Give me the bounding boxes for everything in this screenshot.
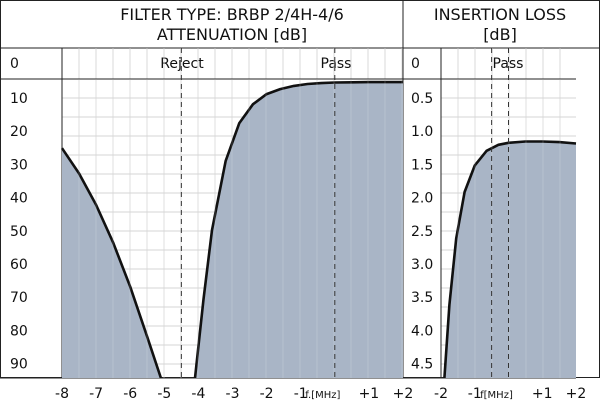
x-tick-label: -7 [89,386,103,402]
x-tick-label: -4 [191,386,205,402]
response-area-1 [195,82,403,378]
insertion-loss-title: INSERTION LOSS [434,5,566,24]
x-tick-label: +2 [393,386,414,402]
y-tick-label: 0 [10,56,19,72]
y-tick-label: 3.0 [411,257,433,273]
insertion-loss-subtitle: [dB] [483,25,517,44]
x-axis-unit-label: f.[MHz] [305,390,340,401]
x-tick-label: -2 [260,386,274,402]
x-tick-label: +1 [359,386,380,402]
attenuation-subtitle: ATTENUATION [dB] [157,25,307,44]
y-tick-label: 0 [411,56,420,72]
x-tick-label: -1 [468,386,482,402]
y-tick-label: 4.5 [411,357,433,373]
y-tick-label: 2.0 [411,191,433,207]
pass-zone-label-left: Pass [321,56,352,72]
y-tick-label: 3.5 [411,290,433,306]
response-curve-1 [193,80,403,379]
y-tick-label: 50 [10,224,28,240]
x-tick-label: -6 [123,386,137,402]
y-tick-label: 4.0 [411,323,433,339]
reject-zone-label: Reject [160,56,204,72]
y-tick-label: 1.5 [411,157,433,173]
y-tick-label: 30 [10,157,28,173]
y-tick-label: 2.5 [411,224,433,240]
y-tick-label: 1.0 [411,124,433,140]
response-area-0 [444,141,576,378]
response-curve-0 [60,147,163,379]
insertion-loss-plot: 0 0.5 1.0 1.5 2.0 2.5 3.0 3.5 4.0 4.5-2 -1f[MHz] +1… [403,48,587,402]
y-tick-label: 90 [10,357,28,373]
x-tick-label: -2 [434,386,448,402]
pass-zone-label-right: Pass [493,56,524,72]
response-area-0 [62,148,161,378]
x-tick-label: -5 [157,386,171,402]
attenuation-plot: 0 10 20 30 40 50 60 70 80 90 -8 -7 -6 -5 -4 -3 -2 -1f.[MH… [0,48,414,402]
response-curve-0 [443,140,577,379]
x-tick-label: -8 [55,386,69,402]
y-tick-label: 80 [10,323,28,339]
y-tick-label: 70 [10,290,28,306]
y-tick-label: 60 [10,257,28,273]
x-tick-label: -3 [226,386,240,402]
y-tick-label: 0.5 [411,91,433,107]
y-tick-label: 40 [10,191,28,207]
x-tick-label: -1 [294,386,308,402]
y-tick-label: 20 [10,124,28,140]
y-tick-label: 10 [10,91,28,107]
x-axis-unit-label: f[MHz] [480,390,513,401]
x-tick-label: +1 [532,386,553,402]
grid-over-fill [78,79,403,378]
x-tick-label: +2 [566,386,587,402]
attenuation-title: FILTER TYPE: BRBP 2/4H-4/6 [120,5,344,24]
